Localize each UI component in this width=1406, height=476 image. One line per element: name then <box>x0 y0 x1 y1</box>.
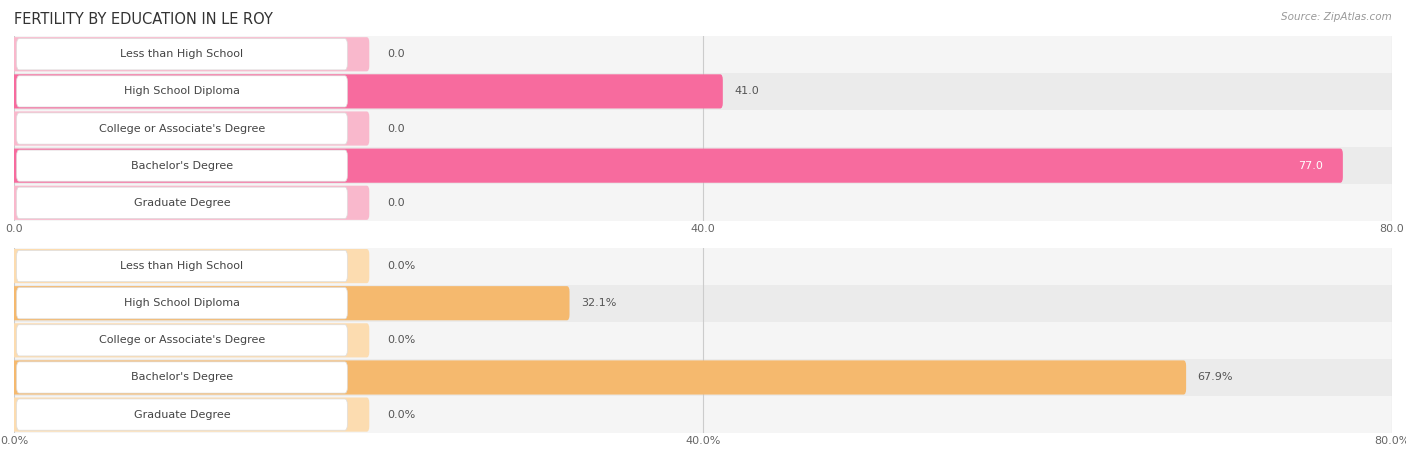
Text: Less than High School: Less than High School <box>121 49 243 60</box>
FancyBboxPatch shape <box>17 39 347 70</box>
FancyBboxPatch shape <box>11 186 370 220</box>
Text: FERTILITY BY EDUCATION IN LE ROY: FERTILITY BY EDUCATION IN LE ROY <box>14 12 273 27</box>
FancyBboxPatch shape <box>17 288 347 319</box>
Text: 0.0: 0.0 <box>388 198 405 208</box>
Text: Source: ZipAtlas.com: Source: ZipAtlas.com <box>1281 12 1392 22</box>
Text: 0.0: 0.0 <box>388 49 405 60</box>
FancyBboxPatch shape <box>11 323 370 357</box>
FancyBboxPatch shape <box>11 37 370 71</box>
FancyBboxPatch shape <box>17 187 347 218</box>
Text: Bachelor's Degree: Bachelor's Degree <box>131 372 233 383</box>
Text: 32.1%: 32.1% <box>581 298 616 308</box>
Bar <box>14 110 1392 147</box>
Text: 0.0%: 0.0% <box>388 409 416 420</box>
Bar <box>14 285 1392 322</box>
FancyBboxPatch shape <box>17 150 347 181</box>
Bar <box>14 396 1392 433</box>
Text: Bachelor's Degree: Bachelor's Degree <box>131 160 233 171</box>
Text: College or Associate's Degree: College or Associate's Degree <box>98 335 266 346</box>
Text: 41.0: 41.0 <box>734 86 759 97</box>
Bar <box>14 322 1392 359</box>
FancyBboxPatch shape <box>11 74 723 109</box>
FancyBboxPatch shape <box>17 362 347 393</box>
FancyBboxPatch shape <box>17 325 347 356</box>
Text: 0.0%: 0.0% <box>388 335 416 346</box>
Text: High School Diploma: High School Diploma <box>124 86 240 97</box>
FancyBboxPatch shape <box>17 250 347 282</box>
Bar <box>14 36 1392 73</box>
FancyBboxPatch shape <box>17 76 347 107</box>
FancyBboxPatch shape <box>17 113 347 144</box>
FancyBboxPatch shape <box>11 149 1343 183</box>
FancyBboxPatch shape <box>11 111 370 146</box>
Text: Graduate Degree: Graduate Degree <box>134 409 231 420</box>
FancyBboxPatch shape <box>11 397 370 432</box>
FancyBboxPatch shape <box>11 360 1187 395</box>
Text: Less than High School: Less than High School <box>121 261 243 271</box>
FancyBboxPatch shape <box>11 249 370 283</box>
Bar <box>14 147 1392 184</box>
Text: High School Diploma: High School Diploma <box>124 298 240 308</box>
Text: College or Associate's Degree: College or Associate's Degree <box>98 123 266 134</box>
Bar <box>14 184 1392 221</box>
Text: Graduate Degree: Graduate Degree <box>134 198 231 208</box>
Bar <box>14 359 1392 396</box>
FancyBboxPatch shape <box>11 286 569 320</box>
FancyBboxPatch shape <box>17 399 347 430</box>
Bar <box>14 73 1392 110</box>
Bar <box>14 248 1392 285</box>
Text: 0.0%: 0.0% <box>388 261 416 271</box>
Text: 77.0: 77.0 <box>1298 160 1323 171</box>
Text: 0.0: 0.0 <box>388 123 405 134</box>
Text: 67.9%: 67.9% <box>1198 372 1233 383</box>
